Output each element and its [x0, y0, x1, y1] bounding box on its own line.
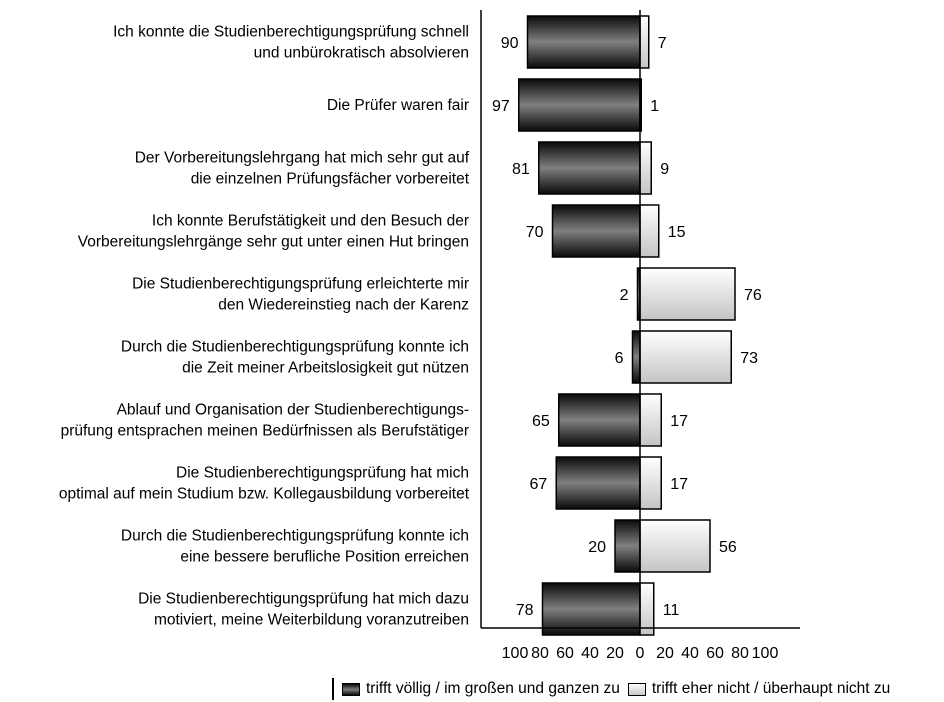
x-tick-label: 80: [531, 645, 549, 662]
bar-agree: [631, 330, 641, 384]
category-label-line: Durch die Studienberechtigungsprüfung ko…: [121, 339, 469, 356]
value-label-agree: 70: [526, 224, 544, 241]
category-label-line: die Zeit meiner Arbeitslosigkeit gut nüt…: [182, 360, 469, 377]
x-tick-labels: 100 80 60 40 20 0 20 40 60 80 100: [502, 645, 779, 662]
legend-label-agree: trifft völlig / im großen und ganzen zu: [366, 680, 620, 697]
bar-agree: [538, 141, 641, 195]
x-tick-label: 80: [731, 645, 749, 662]
bar-disagree: [639, 456, 662, 510]
bar-disagree: [639, 267, 736, 321]
x-tick-label: 0: [636, 645, 645, 662]
category-label-line: Ich konnte Berufstätigkeit und den Besuc…: [152, 213, 469, 230]
value-label-disagree: 17: [670, 476, 688, 493]
x-tick-label: 20: [656, 645, 674, 662]
category-labels: Ich konnte die Studienberechtigungsprüfu…: [59, 24, 470, 629]
bar-agree: [551, 204, 641, 258]
bar-disagree: [639, 393, 662, 447]
value-label-agree: 78: [516, 602, 534, 619]
bar-disagree: [639, 582, 655, 636]
category-label-line: Ablauf und Organisation der Studienberec…: [117, 402, 469, 419]
category-label-line: Ich konnte die Studienberechtigungsprüfu…: [113, 24, 469, 41]
bar-disagree: [639, 141, 652, 195]
category-label-line: Die Studienberechtigungsprüfung erleicht…: [132, 276, 469, 293]
category-label-line: Die Prüfer waren fair: [327, 97, 469, 114]
axes: [480, 10, 800, 629]
category-label-line: Der Vorbereitungslehrgang hat mich sehr …: [135, 150, 470, 167]
bar-agree: [558, 393, 641, 447]
value-label-agree: 2: [620, 287, 629, 304]
legend-item-agree: trifft völlig / im großen und ganzen zu: [342, 680, 620, 698]
bar-disagree: [639, 15, 650, 69]
legend-item-disagree: trifft eher nicht / überhaupt nicht zu: [627, 680, 891, 698]
category-label-line: prüfung entsprachen meinen Bedürfnissen …: [61, 423, 469, 440]
bar-agree: [518, 78, 641, 132]
value-label-agree: 65: [532, 413, 550, 430]
value-label-agree: 6: [615, 350, 624, 367]
category-label-line: optimal auf mein Studium bzw. Kollegausb…: [59, 486, 470, 503]
x-tick-label: 20: [606, 645, 624, 662]
x-tick-label: 100: [752, 645, 779, 662]
legend-swatch-disagree: [627, 682, 646, 696]
bar-disagree: [639, 519, 711, 573]
bar-disagree: [639, 204, 660, 258]
value-label-agree: 67: [529, 476, 547, 493]
bar-agree: [614, 519, 641, 573]
category-label-line: Die Studienberechtigungsprüfung hat mich: [176, 465, 469, 482]
value-label-disagree: 76: [744, 287, 762, 304]
category-label-line: Vorbereitungslehrgänge sehr gut unter ei…: [78, 234, 469, 251]
category-label-line: eine bessere berufliche Position erreich…: [180, 549, 469, 566]
category-label-line: motiviert, meine Weiterbildung voranzutr…: [154, 612, 469, 629]
category-label-line: die einzelnen Prüfungsfächer vorbereitet: [191, 171, 470, 188]
bar-agree: [555, 456, 641, 510]
value-label-disagree: 11: [663, 602, 680, 619]
value-label-agree: 90: [501, 35, 519, 52]
category-label-line: Die Studienberechtigungsprüfung hat mich…: [138, 591, 469, 608]
x-tick-label: 40: [681, 645, 699, 662]
value-label-agree: 81: [512, 161, 530, 178]
bar-agree: [526, 15, 641, 69]
legend-swatch-agree: [342, 682, 360, 696]
x-tick-label: 60: [706, 645, 724, 662]
value-label-disagree: 15: [668, 224, 686, 241]
value-label-agree: 97: [492, 98, 510, 115]
value-labels: 90 7 97 1 81 9 70 15 2 76 6 73 65 17 67 17 20 56 78 11: [492, 35, 762, 619]
value-label-disagree: 56: [719, 539, 737, 556]
legend-label-disagree: trifft eher nicht / überhaupt nicht zu: [651, 680, 891, 697]
value-label-disagree: 1: [650, 98, 659, 115]
value-label-disagree: 17: [670, 413, 688, 430]
value-label-disagree: 7: [658, 35, 667, 52]
legend: trifft völlig / im großen und ganzen zu …: [332, 678, 898, 700]
value-label-disagree: 73: [740, 350, 758, 367]
value-label-disagree: 9: [660, 161, 669, 178]
bars: [518, 15, 736, 636]
bar-agree: [541, 582, 641, 636]
x-tick-label: 60: [556, 645, 574, 662]
bar-disagree: [639, 330, 732, 384]
category-label-line: Durch die Studienberechtigungsprüfung ko…: [121, 528, 469, 545]
x-tick-label: 40: [581, 645, 599, 662]
category-label-line: den Wiedereinstieg nach der Karenz: [218, 297, 469, 314]
value-label-agree: 20: [588, 539, 606, 556]
x-tick-label: 100: [502, 645, 529, 662]
category-label-line: und unbürokratisch absolvieren: [254, 45, 469, 62]
